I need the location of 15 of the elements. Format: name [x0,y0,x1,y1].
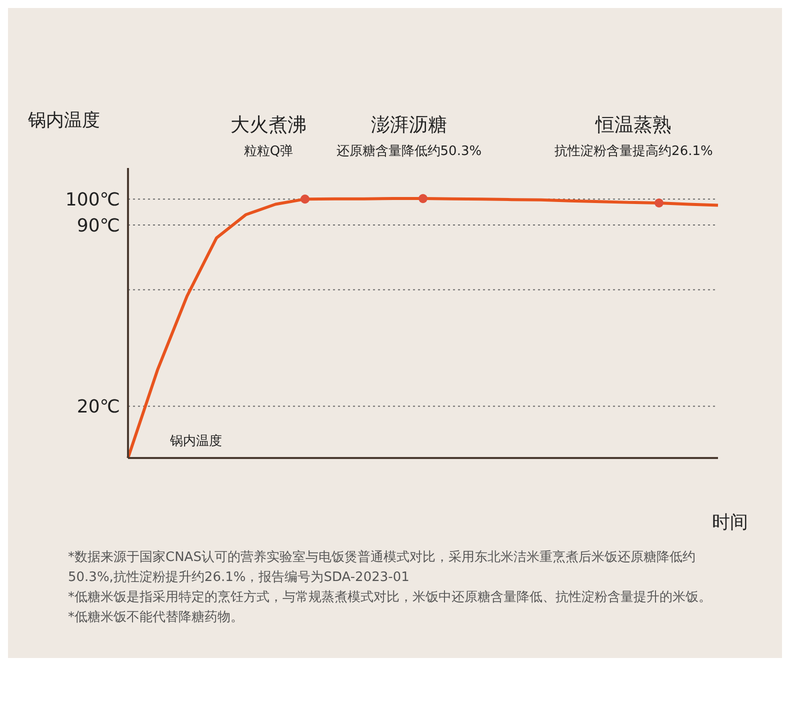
text: 大火煮沸 [230,114,306,136]
y-tick-label: 90℃ [76,215,120,236]
text: 澎湃沥糖 [370,114,447,136]
y-tick-label: 20℃ [76,396,120,418]
text: 粒粒Q弹 [244,144,294,159]
x-axis-title: 时间 [712,512,748,533]
text: *数据来源于国家CNAS认可的营养实验室与电饭煲普通模式对比，采用东北米洁米重烹煮后米饭还原糖降低约50.3%,抗性淀粉提升约26.1%，报告编号为SDA-2023-01 [68,548,696,587]
text: *低糖米饭是指采用特定的烹饪方式，与常规蒸煮模式对比，米饭中还原糖含量降低、抗性淀粉含量提升的米饭。 [68,589,712,607]
annotation: 锅内温度 [170,433,222,450]
text: 恒温蒸熟 [594,113,673,138]
text: 还原糖含量降低约50.3% [335,143,483,160]
text: *低糖米饭不能代替降糖药物。 [68,609,244,627]
text: 抗性淀粉含量提高约26.1% [554,143,714,160]
y-axis-title: 锅内温度 [28,109,100,132]
y-tick-label: 100℃ [65,189,120,210]
